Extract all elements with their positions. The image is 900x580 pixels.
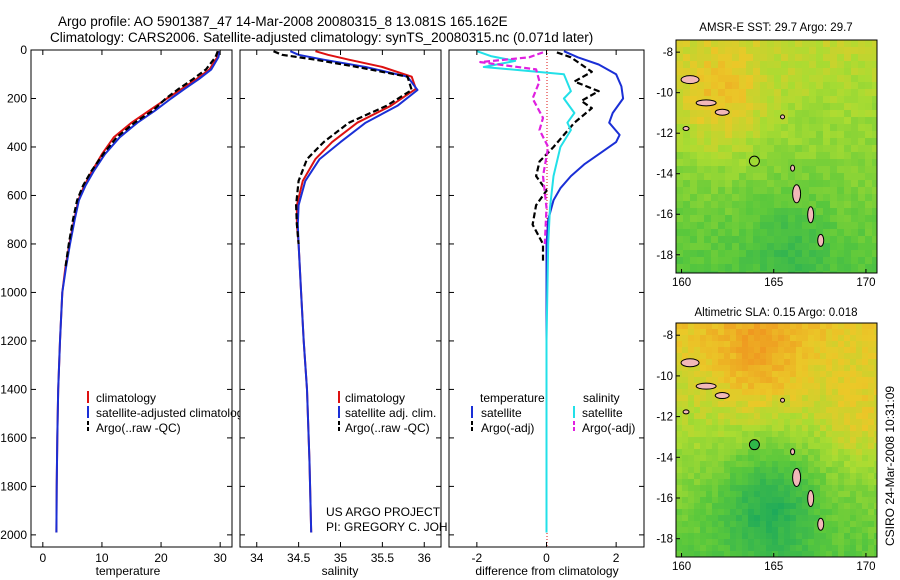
sla-map-ytick-label: -16: [656, 493, 673, 505]
sla-map-ytick-label: -12: [656, 412, 673, 424]
legend-label-argo: Argo(..raw -QC): [345, 421, 430, 435]
temperature-ytick-label: 800: [7, 237, 27, 251]
sst-map-ytick-label: -14: [656, 169, 673, 181]
figure-title-line1: Argo profile: AO 5901387_47 14-Mar-2008 …: [58, 14, 508, 29]
legend-label-sal-argo: Argo(-adj): [582, 421, 635, 435]
difference-legend: temperature salinity satellite Argo(-adj…: [471, 391, 635, 435]
sst-map-ytick-label: -16: [656, 209, 673, 221]
difference-xlabel: difference from climatology: [475, 564, 618, 578]
difference-series-temperature-satellite: [545, 50, 625, 533]
sst-map-xtick-label: 165: [764, 277, 783, 289]
sst-map-ytick-label: -12: [656, 128, 673, 140]
temperature-legend: climatology satellite-adjusted climatolo…: [87, 391, 249, 435]
temperature-ytick-label: 1000: [0, 285, 27, 299]
salinity-xtick-label: 34.5: [287, 551, 311, 565]
legend-title-temperature: temperature: [480, 391, 545, 405]
argo-location-marker: [748, 155, 760, 167]
salinity-xlabel: salinity: [322, 564, 359, 578]
sla-map-title: Altimetric SLA: 0.15 Argo: 0.018: [694, 307, 857, 319]
sla-map-ytick-label: -18: [656, 534, 673, 546]
difference-xtick-label: 2: [613, 551, 620, 565]
salinity-xtick-label: 36: [418, 551, 432, 565]
difference-series-temperature-argo-adj: [531, 51, 600, 264]
temperature-xtick-label: 20: [154, 551, 168, 565]
temperature-series-argo-raw-qc: [64, 50, 219, 269]
temperature-ytick-label: 1600: [0, 431, 27, 445]
sla-map-xtick-label: 165: [764, 561, 783, 573]
legend-label-satellite-adjusted: satellite adj. clim.: [345, 406, 436, 420]
legend-label-satellite-adjusted: satellite-adjusted climatology: [96, 406, 249, 420]
temperature-ytick-label: 600: [7, 188, 27, 202]
salinity-legend: climatology satellite adj. clim. Argo(..…: [338, 391, 436, 435]
sst-map-frame: [675, 39, 878, 274]
argo-location-marker: [748, 439, 760, 451]
temperature-xtick-label: 0: [39, 551, 46, 565]
legend-title-salinity: salinity: [583, 391, 620, 405]
credit-line1: US ARGO PROJECT: [326, 505, 441, 519]
salinity-xtick-label: 34: [250, 551, 264, 565]
difference-panel: -2 0 2 difference from climatology tempera…: [448, 49, 645, 578]
temperature-ytick-label: 0: [20, 43, 27, 57]
sla-map-ytick-label: -8: [663, 330, 673, 342]
sst-map-panel: AMSR-E SST: 29.7 Argo: 29.7 160 165 170 -8 -…: [656, 22, 878, 289]
temperature-xlabel: temperature: [96, 564, 161, 578]
credit-line2: PI: GREGORY C. JOHNSON: [326, 520, 482, 534]
figure-title-line2: Climatology: CARS2006. Satellite-adjuste…: [50, 30, 593, 45]
sla-map-xtick-label: 160: [672, 561, 691, 573]
salinity-series-satellite-adj-clim: [289, 50, 419, 533]
temperature-xtick-label: 30: [213, 551, 227, 565]
salinity-axes-frame: [239, 49, 442, 548]
temperature-ytick-label: 2000: [0, 528, 27, 542]
creation-stamp: CSIRO 24-Mar-2008 10:31:09: [883, 386, 897, 546]
temperature-panel: 0 10 20 30 0 200 400 600 800 1000 1200 1400 1600 1800…: [0, 43, 249, 578]
legend-label-climatology: climatology: [345, 391, 405, 405]
legend-label-climatology: climatology: [96, 391, 156, 405]
sst-map-ytick-label: -8: [663, 47, 673, 59]
legend-label-temp-argo: Argo(-adj): [481, 421, 534, 435]
sst-map-xtick-label: 170: [856, 277, 875, 289]
temperature-xtick-label: 10: [95, 551, 109, 565]
difference-series-salinity-argo-adj: [479, 51, 550, 245]
difference-xtick-label: -2: [472, 551, 483, 565]
salinity-xtick-label: 35: [334, 551, 348, 565]
temperature-axes-frame: [30, 49, 233, 548]
sst-map-ytick-label: -10: [656, 88, 673, 100]
temperature-ytick-label: 200: [7, 91, 27, 105]
legend-label-argo: Argo(..raw -QC): [96, 421, 181, 435]
temperature-series-satellite-adjusted-climatology: [55, 51, 221, 533]
temperature-ytick-label: 400: [7, 140, 27, 154]
salinity-panel: 34 34.5 35 35.5 36 salinity climatology sate…: [239, 49, 482, 578]
sst-map-xtick-label: 160: [672, 277, 691, 289]
sst-map-ytick-label: -18: [656, 250, 673, 262]
sla-map-ytick-label: -14: [656, 452, 673, 464]
temperature-ytick-label: 1400: [0, 382, 27, 396]
sla-map-panel: Altimetric SLA: 0.15 Argo: 0.018 160 165 1…: [656, 307, 878, 573]
sla-map-frame: [675, 322, 878, 558]
temperature-ytick-label: 1200: [0, 334, 27, 348]
legend-label-temp-satellite: satellite: [481, 406, 522, 420]
salinity-series-argo-raw-qc: [273, 50, 413, 245]
legend-label-sal-satellite: satellite: [582, 406, 623, 420]
sst-map-title: AMSR-E SST: 29.7 Argo: 29.7: [699, 22, 852, 34]
salinity-xtick-label: 35.5: [371, 551, 395, 565]
sla-map-xtick-label: 170: [856, 561, 875, 573]
difference-xtick-label: 0: [543, 551, 550, 565]
sla-map-ytick-label: -10: [656, 371, 673, 383]
temperature-ytick-label: 1800: [0, 479, 27, 493]
